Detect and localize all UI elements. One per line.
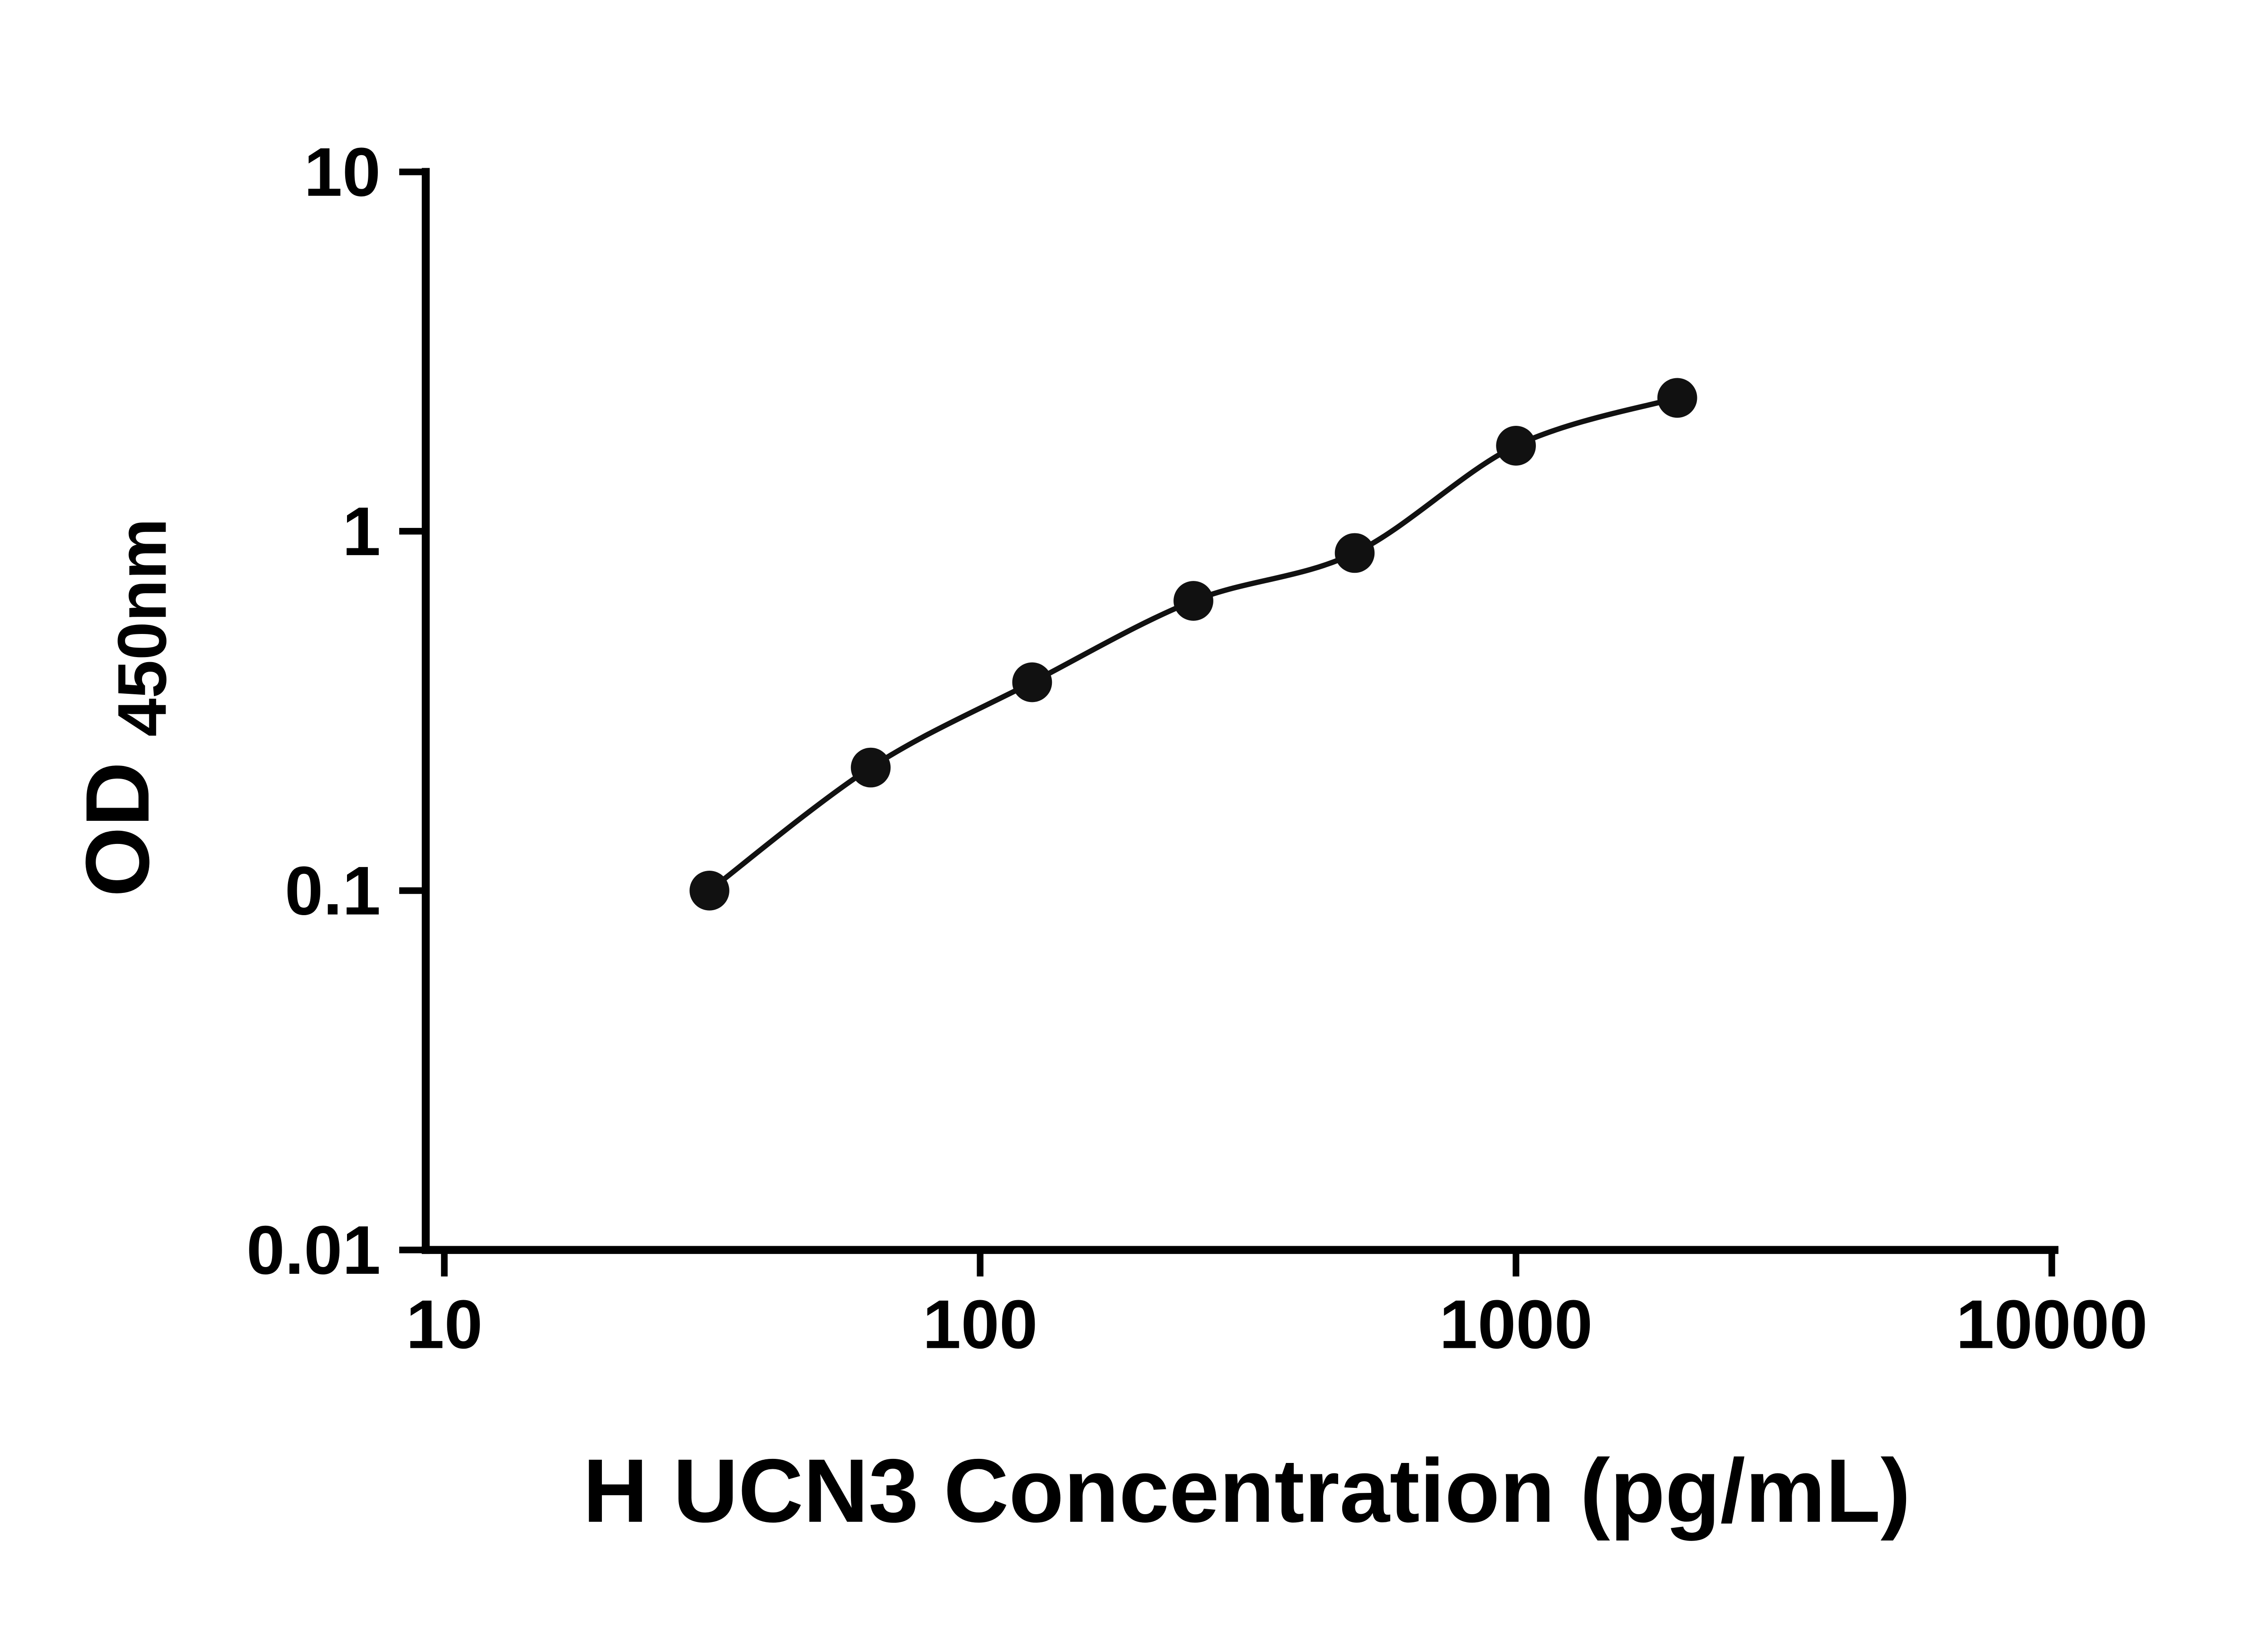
data-point (850, 747, 891, 788)
data-point (689, 871, 729, 911)
y-tick-label: 10 (304, 134, 381, 211)
data-point (1657, 378, 1697, 418)
y-tick-label: 0.1 (285, 853, 381, 930)
y-axis-title: OD 450nm (67, 518, 181, 897)
data-point (1496, 426, 1536, 466)
y-axis-title-main: OD (67, 762, 168, 897)
x-tick-label: 10000 (1956, 1286, 2148, 1363)
x-tick-label: 1000 (1439, 1286, 1593, 1363)
y-axis-title-subscript: 450nm (103, 518, 181, 737)
y-tick-label: 0.01 (246, 1212, 381, 1289)
x-tick-label: 100 (923, 1286, 1038, 1363)
x-axis-title: H UCN3 Concentration (pg/mL) (583, 1441, 1911, 1541)
x-tick-label: 10 (406, 1286, 483, 1363)
data-point (1012, 662, 1052, 702)
data-point (1173, 581, 1213, 621)
data-point (1334, 533, 1375, 573)
y-tick-label: 1 (342, 493, 381, 570)
fit-curve (708, 395, 1678, 893)
